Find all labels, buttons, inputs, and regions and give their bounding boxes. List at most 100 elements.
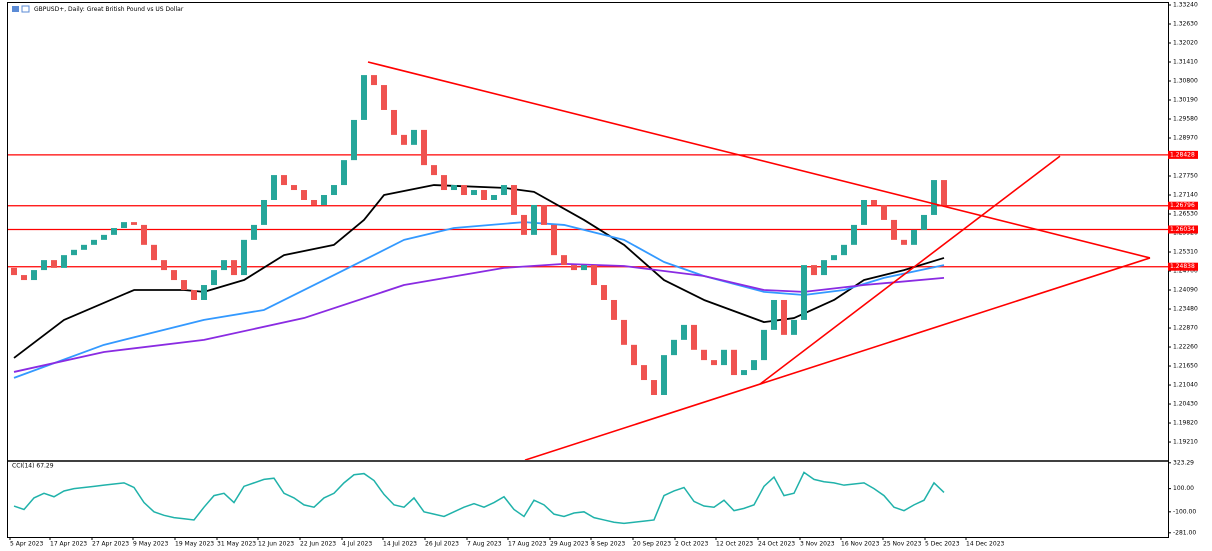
y-tick-label: 1.32020 — [1173, 40, 1198, 47]
y-tick-label: 1.25310 — [1173, 249, 1198, 256]
candle — [671, 339, 677, 356]
candle — [911, 229, 917, 245]
candle — [541, 204, 547, 225]
candle — [321, 195, 327, 205]
x-tick-label: 3 Nov 2023 — [800, 541, 835, 548]
candle — [61, 255, 67, 268]
candle — [831, 255, 837, 261]
chart-title: GBPUSD+, Daily: Great British Pound vs U… — [34, 6, 184, 13]
x-tick-label: 31 May 2023 — [217, 541, 256, 548]
x-tick-label: 2 Oct 2023 — [675, 541, 708, 548]
candle — [351, 119, 357, 161]
y-tick-label: 100.00 — [1173, 485, 1194, 492]
candle — [701, 349, 707, 361]
candle — [661, 355, 667, 395]
header-icon — [21, 5, 30, 13]
candle — [851, 224, 857, 245]
candle — [581, 265, 587, 271]
x-tick-label: 24 Oct 2023 — [758, 541, 795, 548]
candle — [31, 270, 37, 281]
candle — [11, 267, 17, 276]
candle — [461, 185, 467, 196]
x-tick-label: 9 May 2023 — [133, 541, 168, 548]
y-tick-label: 1.22870 — [1173, 325, 1198, 332]
candle — [211, 270, 217, 286]
candle — [121, 222, 127, 229]
y-tick-label: 1.32630 — [1173, 21, 1198, 28]
candle — [891, 219, 897, 240]
y-tick-label: 1.28970 — [1173, 135, 1198, 142]
candle — [711, 360, 717, 366]
candle — [491, 195, 497, 200]
candle — [471, 190, 477, 196]
indicator-title: CCI(14) 67.29 — [12, 463, 54, 470]
candle — [621, 319, 627, 345]
y-tick-label: 1.21040 — [1173, 382, 1198, 389]
candle — [291, 185, 297, 191]
x-tick-label: 29 Aug 2023 — [550, 541, 589, 548]
candle — [741, 370, 747, 376]
candle — [271, 175, 277, 200]
candle — [771, 299, 777, 330]
candle — [601, 285, 607, 300]
y-tick-label: 1.29580 — [1173, 116, 1198, 123]
trendline — [524, 257, 1151, 460]
level-label: 1.24838 — [1170, 263, 1195, 270]
candle — [751, 360, 757, 371]
level-label-box — [1168, 262, 1198, 271]
candle — [221, 260, 227, 271]
candle — [501, 185, 507, 196]
y-tick-label: 1.26530 — [1173, 211, 1198, 218]
candle — [731, 349, 737, 376]
header-icon — [12, 6, 19, 12]
candle — [841, 244, 847, 256]
y-tick-label: 1.23480 — [1173, 306, 1198, 313]
candle — [871, 199, 877, 205]
y-tick-label: 1.27140 — [1173, 192, 1198, 199]
x-tick-label: 14 Jul 2023 — [383, 541, 417, 548]
candle — [231, 260, 237, 276]
candle — [941, 180, 947, 205]
candle — [631, 344, 637, 366]
candle — [451, 185, 457, 191]
candle — [91, 239, 97, 245]
candle — [791, 319, 797, 335]
x-tick-label: 4 Jul 2023 — [342, 541, 372, 548]
candle — [51, 260, 57, 268]
level-label-box — [1168, 225, 1198, 234]
x-tick-label: 12 Oct 2023 — [716, 541, 753, 548]
candle — [481, 190, 487, 200]
level-label-box — [1168, 150, 1198, 159]
candle — [171, 270, 177, 281]
candle — [901, 239, 907, 245]
y-tick-label: 1.27750 — [1173, 173, 1198, 180]
candle — [561, 255, 567, 266]
candle — [201, 285, 207, 300]
y-tick-label: 1.30190 — [1173, 97, 1198, 104]
x-tick-label: 25 Nov 2023 — [883, 541, 922, 548]
x-tick-label: 5 Apr 2023 — [10, 541, 43, 548]
candle — [401, 134, 407, 145]
level-label-box — [1168, 201, 1198, 210]
y-tick-label: 1.19210 — [1173, 439, 1198, 446]
candle — [381, 85, 387, 110]
candle — [391, 109, 397, 135]
candle — [181, 280, 187, 291]
candle — [341, 160, 347, 186]
candle — [721, 349, 727, 366]
candle — [361, 75, 367, 120]
x-tick-label: 27 Apr 2023 — [92, 541, 129, 548]
candle — [651, 380, 657, 395]
candle — [151, 244, 157, 261]
candle — [551, 224, 557, 256]
candle — [861, 199, 867, 225]
candle — [21, 275, 27, 281]
price-panel — [8, 61, 1168, 460]
candle — [681, 324, 687, 340]
candle — [801, 265, 807, 320]
x-tick-label: 14 Dec 2023 — [966, 541, 1005, 548]
candle — [531, 204, 537, 235]
candle — [81, 244, 87, 250]
trendline — [759, 155, 1061, 385]
candle — [191, 290, 197, 300]
